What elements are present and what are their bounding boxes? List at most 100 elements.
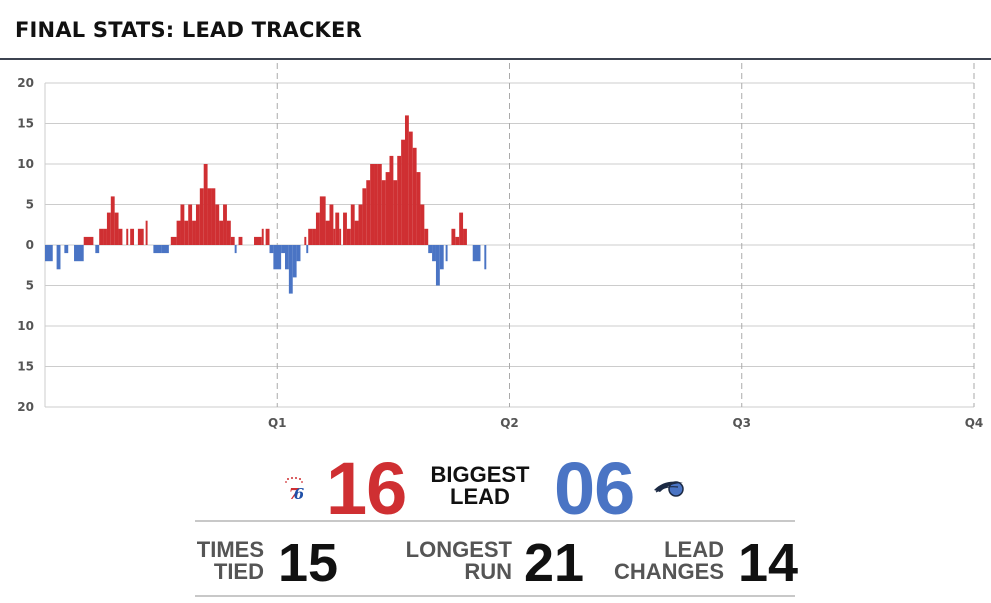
lead-bar-home (180, 204, 185, 245)
y-axis-labels: 20 15 10 5 0 5 10 15 20 (17, 76, 34, 414)
lead-bar-home (404, 115, 409, 246)
lead-bar-away (64, 245, 69, 254)
lead-bar-away (445, 245, 448, 262)
lead-bar-away (292, 245, 297, 278)
lead-bar-home (339, 228, 342, 245)
lead-bar-away (45, 245, 53, 262)
y-tick-label: 15 (17, 117, 34, 131)
lead-bar-home (459, 212, 464, 245)
stats-panel: 7 6 16 BIGGEST LEAD 06 TIMES TIED 15 LON… (0, 440, 991, 603)
longest-run-value: 21 (524, 533, 585, 593)
longest-run-label-line2: RUN (464, 559, 512, 584)
lead-changes-label-line2: CHANGES (613, 559, 724, 584)
lead-bar-home (451, 228, 456, 245)
away-biggest-lead-value: 06 (554, 447, 635, 530)
lead-bar-home (110, 196, 115, 245)
lead-bar-home (199, 188, 204, 245)
biggest-lead-label-line1: BIGGEST (430, 462, 530, 487)
lead-bar-home (393, 180, 398, 245)
lead-bar-home (385, 172, 390, 245)
times-tied-label-line1: TIMES (196, 537, 264, 562)
lead-bar-home (350, 204, 355, 245)
lead-bar-home (118, 228, 123, 245)
lead-bar-home (145, 220, 148, 245)
home-biggest-lead-value: 16 (326, 447, 407, 530)
lead-bar-home (99, 228, 104, 245)
lead-bar-away (472, 245, 481, 262)
lead-bar-home (103, 228, 107, 245)
lead-bar-home (333, 228, 336, 245)
biggest-lead-label: BIGGEST LEAD (424, 464, 536, 508)
lead-bar-home (211, 188, 216, 245)
lead-bar-home (374, 164, 378, 245)
chart-grid (44, 63, 975, 408)
lead-bar-away (284, 245, 289, 270)
lead-bar-home (329, 204, 334, 245)
lead-bar-home (397, 155, 402, 245)
lead-bar-home (416, 172, 421, 245)
lead-bar-away (74, 245, 84, 262)
lead-bar-home (184, 220, 189, 245)
lead-bar-home (408, 131, 413, 245)
longest-run-label: LONGEST RUN (392, 539, 512, 583)
header: FINAL STATS: LEAD TRACKER (0, 0, 991, 60)
divider-top (195, 520, 795, 522)
lead-bar-home (126, 228, 129, 245)
lead-bar-home (412, 147, 417, 245)
lead-bar-away (428, 245, 433, 254)
lead-bar-away (95, 245, 100, 254)
lead-bar-home (354, 220, 359, 245)
lead-bar-away (269, 245, 274, 254)
y-tick-label: 10 (17, 319, 34, 333)
lead-bar-home (226, 220, 231, 245)
lead-bar-away (281, 245, 285, 254)
lead-bar-home (346, 228, 351, 245)
lead-bar-away (164, 245, 169, 254)
lead-bar-home (377, 164, 382, 245)
lead-bar-away (439, 245, 444, 270)
lead-bar-home (463, 228, 467, 245)
lead-bar-home (325, 220, 330, 245)
lead-bar-home (370, 164, 375, 245)
times-tied-label: TIMES TIED (180, 539, 264, 583)
lead-bar-home (170, 236, 177, 245)
lead-bar-home (203, 164, 208, 245)
lead-bar-home (343, 212, 347, 245)
lead-bar-home (315, 212, 320, 245)
biggest-lead-label-line2: LEAD (450, 484, 510, 509)
lead-bar-away (484, 245, 487, 270)
lead-bar-away (432, 245, 436, 262)
x-axis-labels: Q1 Q2 Q3 Q4 (268, 416, 983, 430)
lead-bar-away (153, 245, 162, 254)
y-tick-label: 20 (17, 76, 34, 90)
y-tick-label: 15 (17, 360, 34, 374)
lead-tracker-chart: 20 15 10 5 0 5 10 15 20 Q1 Q2 Q3 Q4 (17, 63, 983, 430)
lead-changes-label-line1: LEAD (664, 537, 724, 562)
lead-bar-home (207, 188, 212, 245)
lead-bar-home (137, 228, 144, 245)
page-title: FINAL STATS: LEAD TRACKER (15, 18, 362, 42)
y-tick-label: 20 (17, 400, 34, 414)
lead-changes-label: LEAD CHANGES (600, 539, 724, 583)
lead-bar-home (424, 228, 429, 245)
x-tick-label: Q3 (732, 416, 751, 430)
lead-bar-home (455, 236, 460, 245)
lead-bar-home (176, 220, 181, 245)
x-tick-label: Q2 (500, 416, 519, 430)
svg-text:6: 6 (294, 485, 305, 502)
lead-bar-home (223, 204, 227, 245)
lead-bar-home (358, 204, 363, 245)
lead-bar-away (273, 245, 282, 270)
lead-bar-away (288, 245, 293, 294)
lead-bar-home (366, 180, 371, 245)
lead-bar-home (114, 212, 119, 245)
x-tick-label: Q1 (268, 416, 287, 430)
magic-logo-icon (652, 478, 686, 500)
lead-bar-home (308, 228, 313, 245)
times-tied-value: 15 (278, 533, 339, 593)
lead-bar-home (304, 236, 307, 245)
lead-changes-value: 14 (738, 533, 799, 593)
lead-bar-home (261, 228, 264, 245)
x-tick-label: Q4 (965, 416, 984, 430)
lead-bar-home (335, 212, 340, 245)
